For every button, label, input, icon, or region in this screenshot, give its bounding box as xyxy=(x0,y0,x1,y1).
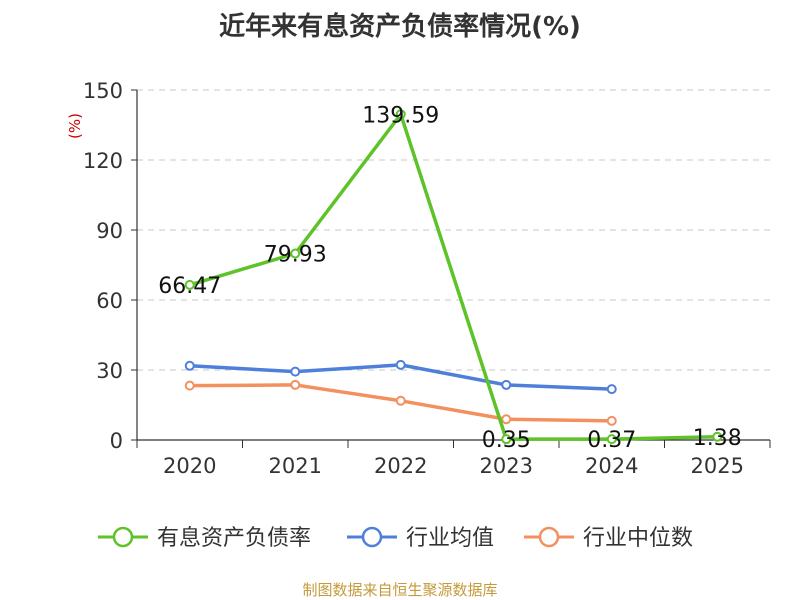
series-lines xyxy=(184,109,723,445)
data-point xyxy=(184,279,195,290)
chart-title: 近年来有息资产负债率情况(%) xyxy=(219,12,581,42)
data-point xyxy=(395,109,406,120)
x-tick-label: 2023 xyxy=(480,454,533,478)
legend-marker-icon xyxy=(361,526,383,548)
y-tick-label: 30 xyxy=(96,359,123,383)
legend-item[interactable]: 有息资产负债率 xyxy=(98,526,311,551)
data-point xyxy=(290,248,301,259)
y-tick-label: 90 xyxy=(96,219,123,243)
data-label: 1.38 xyxy=(693,426,742,451)
data-point xyxy=(395,395,406,406)
source-note: 制图数据来自恒生聚源数据库 xyxy=(302,581,498,599)
legend-marker-icon xyxy=(538,526,560,548)
data-point xyxy=(290,366,301,377)
data-label: 66.47 xyxy=(158,274,221,299)
y-tick-label: 0 xyxy=(110,429,123,453)
data-point xyxy=(501,434,512,445)
data-point xyxy=(712,431,723,442)
x-tick-label: 2024 xyxy=(585,454,638,478)
legend: 有息资产负债率 行业均值 行业中位数 xyxy=(98,526,693,551)
data-point xyxy=(290,379,301,390)
data-point xyxy=(184,380,195,391)
y-axis-label: (%) xyxy=(66,113,84,139)
y-tick-label: 150 xyxy=(83,79,123,103)
data-point xyxy=(606,384,617,395)
x-tick-label: 2025 xyxy=(691,454,744,478)
data-point xyxy=(395,359,406,370)
x-tick-label: 2021 xyxy=(269,454,322,478)
legend-item[interactable]: 行业均值 xyxy=(347,526,494,551)
series-line xyxy=(189,112,718,441)
data-label: 0.37 xyxy=(587,428,636,453)
data-point xyxy=(606,415,617,426)
legend-item[interactable]: 行业中位数 xyxy=(524,526,693,551)
y-tick-label: 120 xyxy=(83,149,123,173)
legend-marker-icon xyxy=(112,526,134,548)
data-label: 0.35 xyxy=(482,428,531,453)
y-tick-label: 60 xyxy=(96,289,123,313)
data-label: 139.59 xyxy=(362,103,439,128)
legend-label: 行业中位数 xyxy=(583,526,693,551)
x-tick-label: 2022 xyxy=(374,454,427,478)
data-point xyxy=(501,414,512,425)
legend-label: 行业均值 xyxy=(406,526,494,551)
data-point xyxy=(606,434,617,445)
data-label: 79.93 xyxy=(264,242,327,267)
grid-lines xyxy=(137,89,770,371)
data-point xyxy=(184,360,195,371)
data-point xyxy=(501,379,512,390)
axes: 0 30 60 90 120 150 2020 2021 2022 2023 2024 2025 (%) xyxy=(66,79,771,478)
data-labels: 66.47 79.93 139.59 0.35 0.37 1.38 xyxy=(158,103,741,453)
legend-label: 有息资产负债率 xyxy=(157,526,311,551)
x-tick-label: 2020 xyxy=(163,454,216,478)
